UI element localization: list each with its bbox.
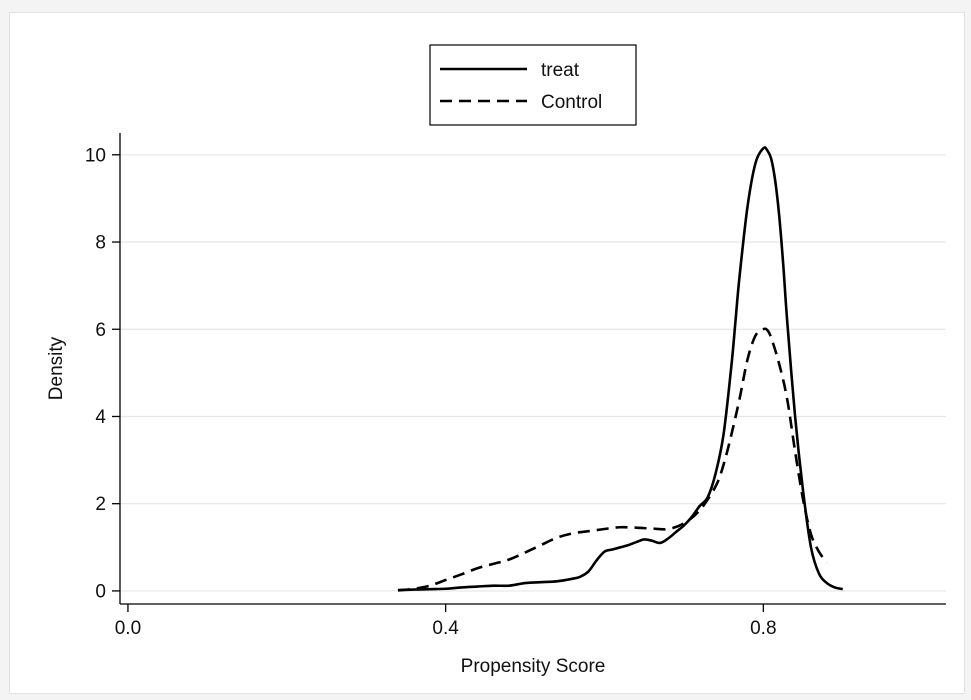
y-tick-label: 8 <box>95 233 106 254</box>
y-tick-label: 6 <box>95 320 106 341</box>
x-tick-label: 0.4 <box>432 618 459 639</box>
x-tick-label: 0.0 <box>115 618 141 639</box>
x-tick-label: 0.8 <box>750 618 776 639</box>
legend-box <box>429 44 637 126</box>
legend-label-treat: treat <box>541 60 580 81</box>
series-lines <box>397 146 844 592</box>
y-tick-label: 4 <box>95 407 106 428</box>
y-tick-label: 0 <box>95 581 106 602</box>
legend: treat Control <box>429 44 637 126</box>
gridlines <box>120 154 946 592</box>
x-axis-label: Propensity Score <box>461 656 606 677</box>
density-chart: 0 2 4 6 8 10 0.0 0.4 0.8 treat Control Propensity… <box>46 44 946 677</box>
y-tick-label: 2 <box>95 494 106 515</box>
y-tick-label: 10 <box>85 145 106 166</box>
series-line-control <box>397 327 828 592</box>
chart-panel: 0 2 4 6 8 10 0.0 0.4 0.8 treat Control Propensity… <box>9 12 965 694</box>
axes: 0 2 4 6 8 10 0.0 0.4 0.8 <box>85 133 946 639</box>
series-line-treat <box>397 146 844 592</box>
legend-label-control: Control <box>541 92 602 113</box>
y-axis-label: Density <box>46 336 67 400</box>
